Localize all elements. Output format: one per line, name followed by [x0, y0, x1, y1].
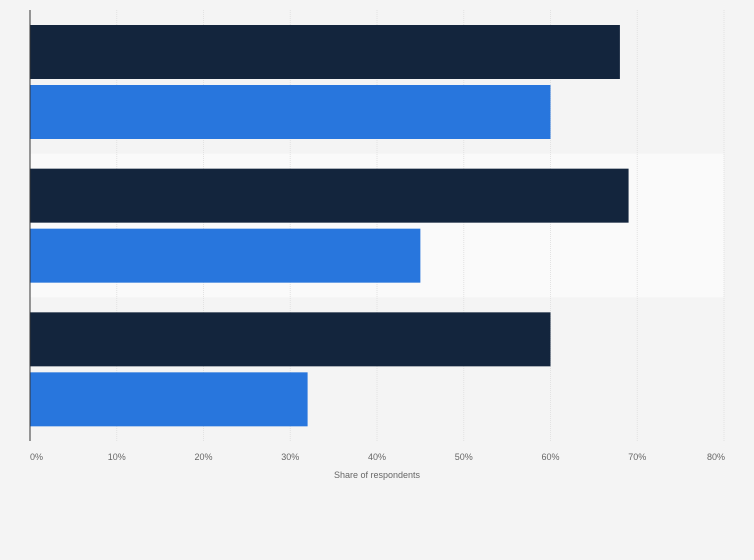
- x-tick-label-0: 0%: [30, 452, 43, 462]
- x-tick-label-80: 80%: [707, 452, 725, 462]
- bars: [30, 25, 629, 427]
- bar-group3-series1[interactable]: [30, 312, 551, 367]
- bar-group2-series1[interactable]: [30, 168, 629, 223]
- x-tick-label-10: 10%: [108, 452, 126, 462]
- bar-group1-series1[interactable]: [30, 25, 620, 79]
- bar-group2-series2[interactable]: [30, 228, 421, 283]
- x-tick-label-40: 40%: [368, 452, 386, 462]
- x-tick-label-50: 50%: [455, 452, 473, 462]
- x-tick-label-30: 30%: [281, 452, 299, 462]
- x-tick-label-20: 20%: [194, 452, 212, 462]
- x-axis-title: Share of respondents: [334, 470, 421, 480]
- bar-group3-series2[interactable]: [30, 372, 308, 427]
- x-tick-label-60: 60%: [541, 452, 559, 462]
- bar-group1-series2[interactable]: [30, 85, 551, 139]
- x-tick-labels: 0% 10% 20% 30% 40% 50% 60% 70% 80%: [30, 452, 725, 462]
- x-tick-label-70: 70%: [628, 452, 646, 462]
